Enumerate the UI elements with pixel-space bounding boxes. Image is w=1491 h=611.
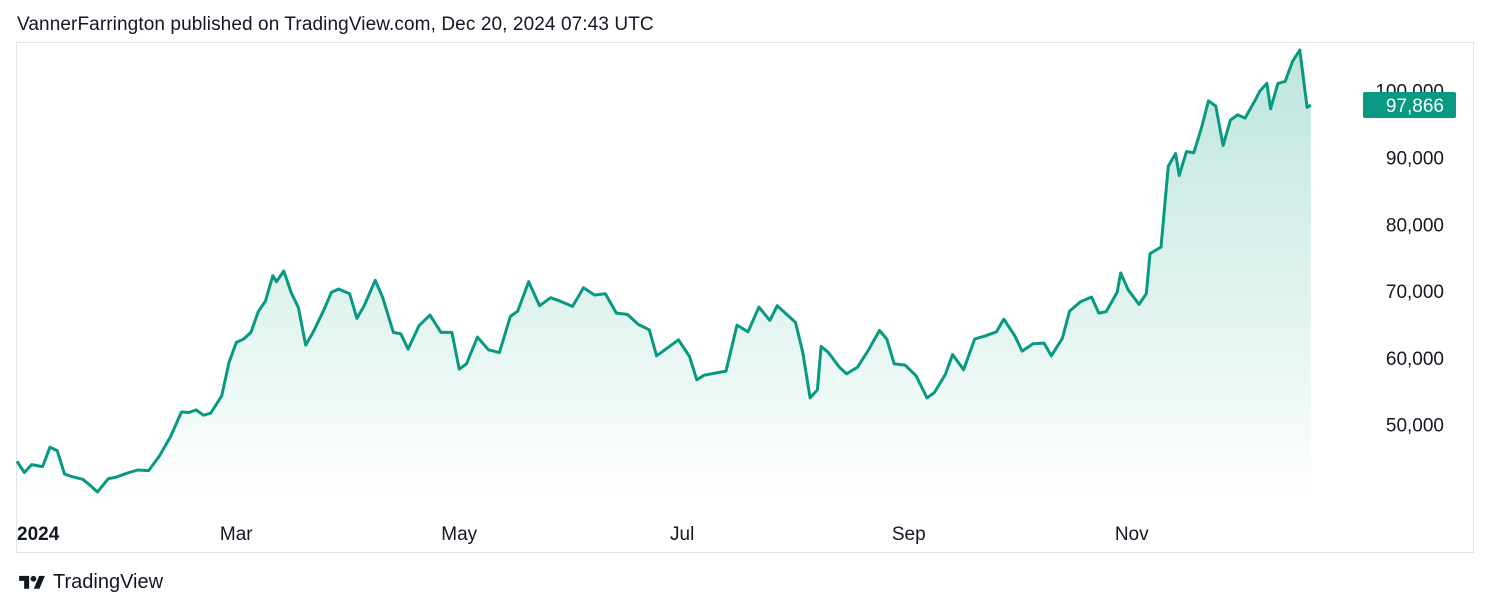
x-tick-label: 2024 [17,524,60,545]
x-tick-label: Nov [1115,524,1149,545]
y-tick-label: 90,000 [1386,149,1444,170]
last-price-label: 97,866 [1363,91,1456,118]
chart-frame [16,42,1474,553]
x-tick-label: Mar [220,524,253,545]
price-area-fill [17,50,1311,498]
x-axis: 2024 Mar May Jul Sep Nov [17,524,1149,545]
y-tick-label: 70,000 [1386,282,1444,303]
y-tick-label: 80,000 [1386,215,1444,236]
y-tick-label: 60,000 [1386,349,1444,370]
price-line [15,48,1312,494]
y-tick-label: 50,000 [1386,416,1444,437]
x-tick-label: Sep [892,524,926,545]
publisher-line: VannerFarrington published on TradingVie… [17,14,654,35]
tradingview-logo-icon [19,575,45,589]
last-price-value: 97,866 [1386,96,1444,117]
footer-brand: TradingView [53,571,164,593]
x-tick-label: Jul [670,524,694,545]
last-price-label-bg [1363,91,1456,118]
footer-logo[interactable]: TradingView [17,571,163,594]
x-tick-label: May [441,524,477,545]
